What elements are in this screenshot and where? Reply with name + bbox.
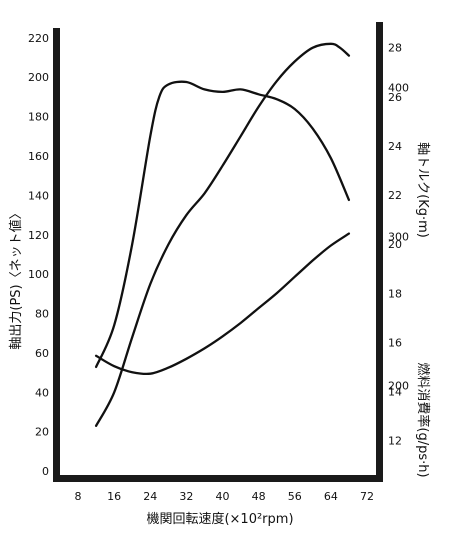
left-tick-label: 160 <box>28 150 49 163</box>
x-tick-label: 8 <box>75 490 82 503</box>
x-tick-label: 24 <box>143 490 157 503</box>
left-tick-label: 180 <box>28 111 49 124</box>
x-tick-label: 32 <box>179 490 193 503</box>
left-tick-label: 80 <box>35 308 49 321</box>
x-axis-ticks: 8 16 24 32 40 48 56 64 72 <box>75 490 374 503</box>
right-axis-ticks: 12 14 16 18 20 22 24 26 28 200 300 400 <box>388 42 409 448</box>
fuel-tick-label: 400 <box>388 82 409 95</box>
torque-tick-label: 28 <box>388 42 402 55</box>
fuel-tick-label: 200 <box>388 380 409 393</box>
torque-tick-label: 18 <box>388 287 402 300</box>
fuel-consumption-curve <box>94 232 351 376</box>
torque-axis-label: 軸トルク(Kg·m) <box>415 142 430 238</box>
torque-tick-label: 20 <box>388 238 402 251</box>
fuel-axis-label: 燃料消費率(g/ps·h) <box>415 362 431 477</box>
left-tick-label: 60 <box>35 347 49 360</box>
left-tick-label: 140 <box>28 189 49 202</box>
left-axis-bar <box>53 28 60 480</box>
torque-tick-label: 14 <box>388 385 402 398</box>
x-tick-label: 48 <box>252 490 266 503</box>
curves <box>94 42 351 427</box>
x-axis-label: 機関回転速度(×10²rpm) <box>146 511 293 527</box>
left-tick-label: 200 <box>28 71 49 84</box>
x-tick-label: 40 <box>216 490 230 503</box>
x-tick-label: 56 <box>288 490 302 503</box>
left-tick-label: 40 <box>35 386 49 399</box>
x-tick-label: 64 <box>324 490 338 503</box>
power-curve <box>94 42 351 427</box>
x-tick-label: 72 <box>360 490 374 503</box>
torque-tick-label: 26 <box>388 91 402 104</box>
bottom-axis-bar <box>53 475 383 482</box>
torque-tick-label: 22 <box>388 189 402 202</box>
left-axis-label: 軸出力(PS)〈ネット値〉 <box>8 206 24 349</box>
right-axis-bar <box>376 22 383 480</box>
fuel-tick-label: 300 <box>388 231 409 244</box>
left-tick-label: 220 <box>28 32 49 45</box>
torque-tick-label: 12 <box>388 435 402 448</box>
left-tick-label: 120 <box>28 229 49 242</box>
left-tick-label: 20 <box>35 426 49 439</box>
left-tick-label: 0 <box>42 465 49 478</box>
torque-tick-label: 16 <box>388 336 402 349</box>
left-tick-label: 100 <box>28 268 49 281</box>
left-axis-ticks: 0 20 40 60 80 100 120 140 160 180 200 220 <box>28 32 49 478</box>
torque-tick-label: 24 <box>388 140 402 153</box>
torque-curve <box>94 80 351 369</box>
x-tick-label: 16 <box>107 490 121 503</box>
